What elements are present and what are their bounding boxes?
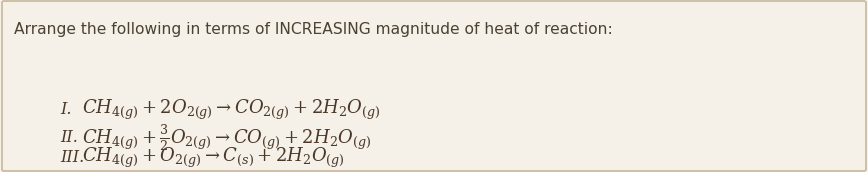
Text: I.: I.	[60, 101, 71, 119]
Text: III.: III.	[60, 149, 84, 166]
Text: $CH_{4(g)} + \frac{3}{2}O_{2(g)} \rightarrow CO_{(g)} + 2H_2O_{(g)}$: $CH_{4(g)} + \frac{3}{2}O_{2(g)} \righta…	[82, 123, 372, 153]
Text: $CH_{4(g)} + 2O_{2(g)} \rightarrow CO_{2(g)} + 2H_2O_{(g)}$: $CH_{4(g)} + 2O_{2(g)} \rightarrow CO_{2…	[82, 98, 380, 122]
Text: II.: II.	[60, 130, 78, 147]
Text: Arrange the following in terms of INCREASING magnitude of heat of reaction:: Arrange the following in terms of INCREA…	[14, 22, 613, 37]
Text: $CH_{4(g)} + O_{2(g)} \rightarrow C_{(s)} + 2H_2O_{(g)}$: $CH_{4(g)} + O_{2(g)} \rightarrow C_{(s)…	[82, 146, 345, 170]
